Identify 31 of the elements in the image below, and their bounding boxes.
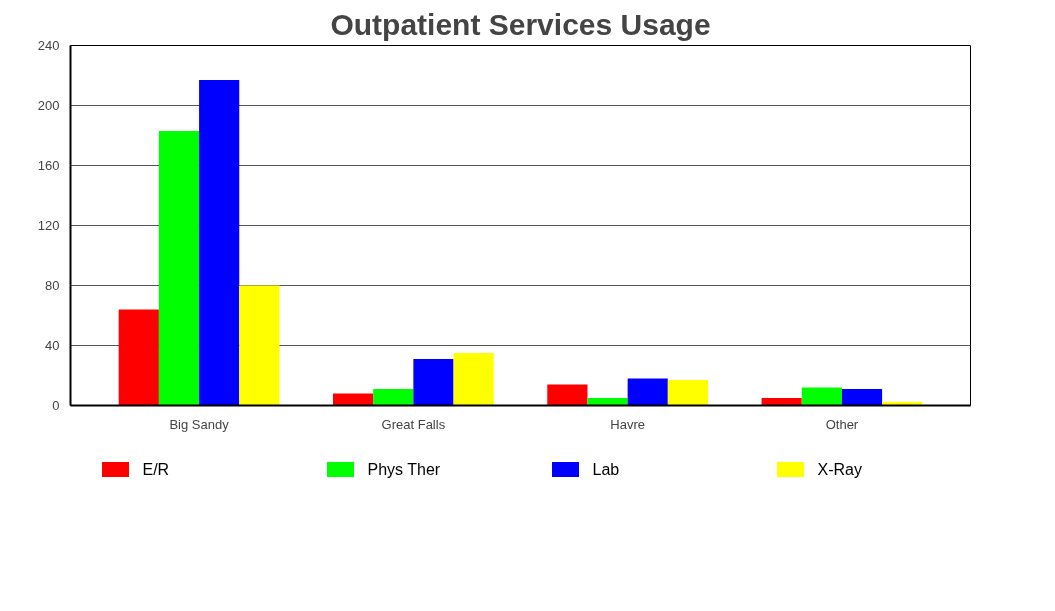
x-tick-label: Havre [610,416,645,432]
x-tick-label: Other [825,416,859,432]
bar [333,393,374,406]
bar [158,131,200,406]
bar [239,285,280,406]
bar [199,80,240,406]
bar [841,389,883,406]
legend-label: Lab [592,461,620,478]
bar [667,380,708,406]
y-tick-label: 120 [37,218,60,233]
bar [587,398,628,406]
legend-label: E/R [142,461,170,478]
y-tick-label: 200 [37,98,60,113]
y-tick-label: 40 [45,338,60,353]
bar [453,353,494,406]
legend-label: X-Ray [817,461,862,478]
bar [547,384,588,406]
bar [627,378,668,406]
bar [761,398,802,406]
chart-title: Outpatient Services Usage [330,7,711,41]
y-tick-label: 0 [52,398,60,413]
y-tick-label: 160 [37,158,60,173]
bar [413,359,454,406]
y-tick-label: 240 [37,38,60,53]
legend-label: Phys Ther [367,461,441,478]
y-tick-label: 80 [45,278,60,293]
bar [118,309,159,406]
x-tick-label: Great Falls [381,416,446,432]
bar [373,389,414,406]
x-tick-label: Big Sandy [169,416,230,432]
bar [801,387,842,406]
